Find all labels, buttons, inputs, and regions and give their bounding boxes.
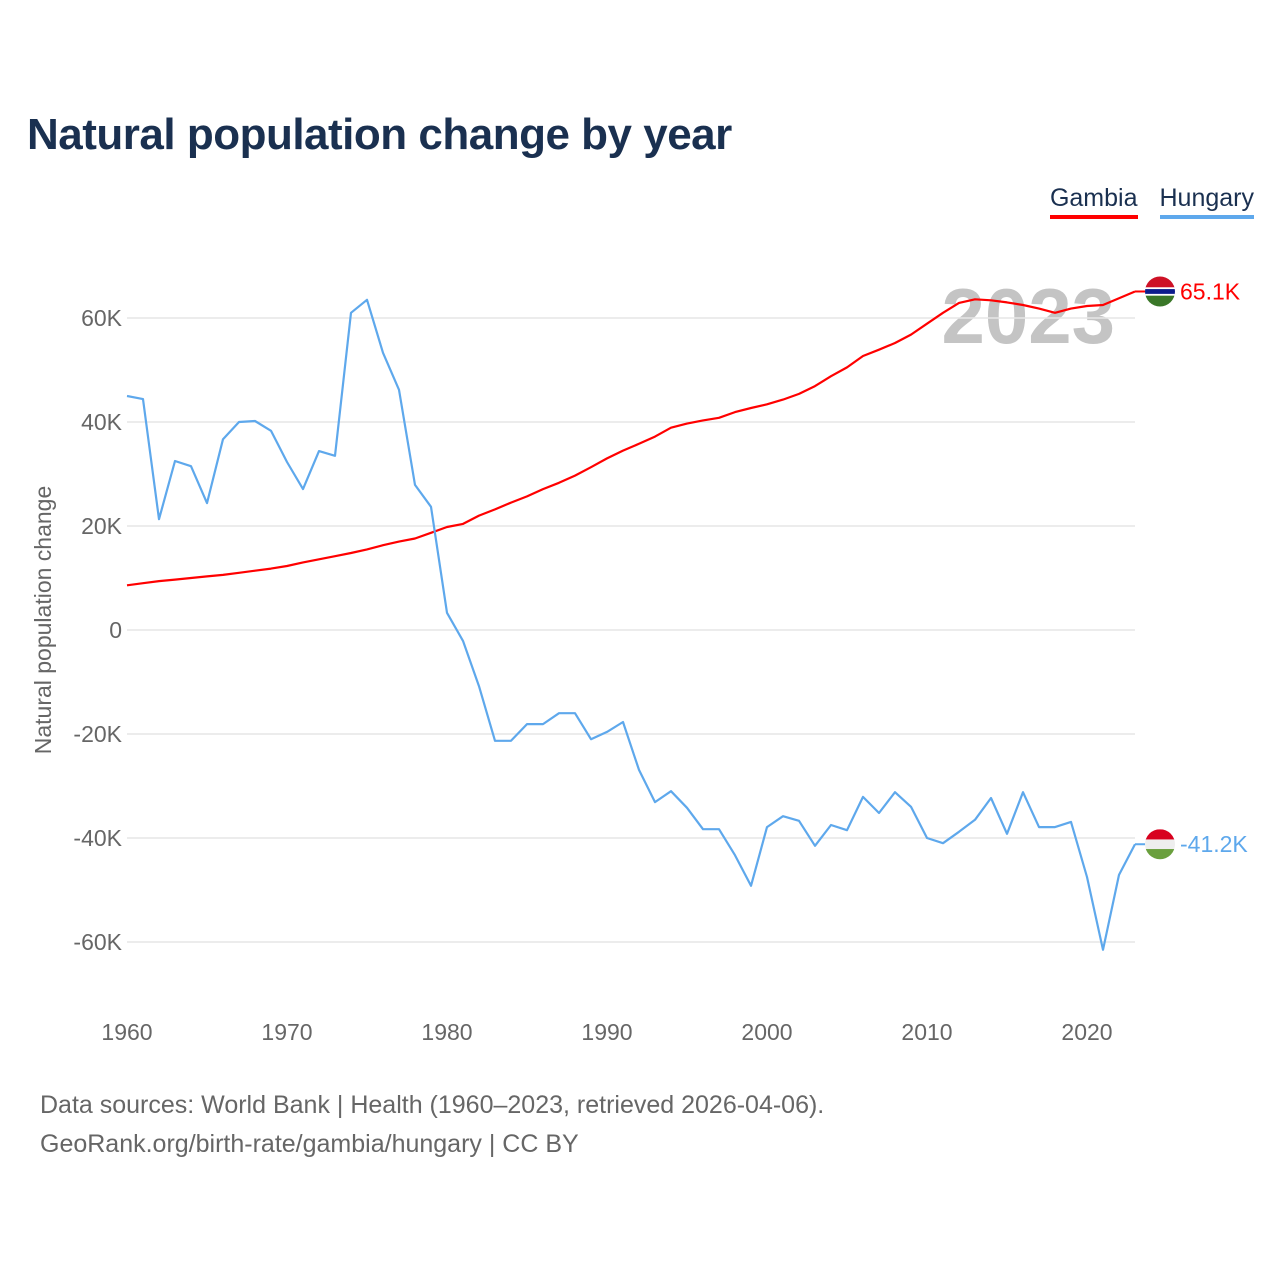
x-tick-label: 1990 bbox=[581, 1019, 632, 1045]
y-tick-label: 40K bbox=[81, 409, 123, 435]
footer-link[interactable]: GeoRank.org/birth-rate/gambia/hungary | … bbox=[40, 1130, 579, 1158]
footer-sources: Data sources: World Bank | Health (1960–… bbox=[40, 1091, 825, 1119]
flag-stripe bbox=[1145, 829, 1175, 840]
x-tick-label: 1970 bbox=[261, 1019, 312, 1045]
gambia-flag-icon bbox=[1145, 276, 1175, 307]
flag-stripe bbox=[1145, 295, 1175, 307]
x-tick-label: 2000 bbox=[741, 1019, 792, 1045]
flag-stripe bbox=[1145, 849, 1175, 860]
flag-stripe bbox=[1145, 287, 1175, 290]
hungary-flag-icon bbox=[1145, 829, 1175, 860]
x-tick-label: 1960 bbox=[101, 1019, 152, 1045]
flag-stripe bbox=[1145, 289, 1175, 295]
series-line-hungary bbox=[126, 298, 1136, 951]
y-tick-label: 20K bbox=[81, 513, 123, 539]
y-tick-label: -60K bbox=[73, 929, 122, 955]
series-line-gambia bbox=[126, 290, 1136, 587]
y-tick-label: 0 bbox=[109, 617, 122, 643]
y-tick-label: 60K bbox=[81, 305, 123, 331]
y-tick-label: -20K bbox=[73, 721, 122, 747]
x-tick-label: 2010 bbox=[901, 1019, 952, 1045]
flag-stripe bbox=[1145, 839, 1175, 850]
footer: Data sources: World Bank | Health (1960–… bbox=[40, 1086, 824, 1164]
page-title: Natural population change by year bbox=[27, 110, 732, 159]
flag-stripe bbox=[1145, 276, 1175, 288]
y-axis-label: Natural population change bbox=[30, 486, 56, 755]
x-tick-label: 1980 bbox=[421, 1019, 472, 1045]
x-tick-label: 2020 bbox=[1061, 1019, 1112, 1045]
flag-stripe bbox=[1145, 293, 1175, 297]
end-value-label: -41.2K bbox=[1180, 831, 1248, 857]
legend-hungary[interactable]: Hungary bbox=[1159, 184, 1254, 219]
year-watermark: 2023 bbox=[941, 272, 1115, 360]
y-tick-label: -40K bbox=[73, 825, 122, 851]
legend: Gambia Hungary bbox=[1049, 184, 1254, 219]
legend-gambia[interactable]: Gambia bbox=[1049, 184, 1138, 219]
end-value-label: 65.1K bbox=[1180, 278, 1241, 304]
